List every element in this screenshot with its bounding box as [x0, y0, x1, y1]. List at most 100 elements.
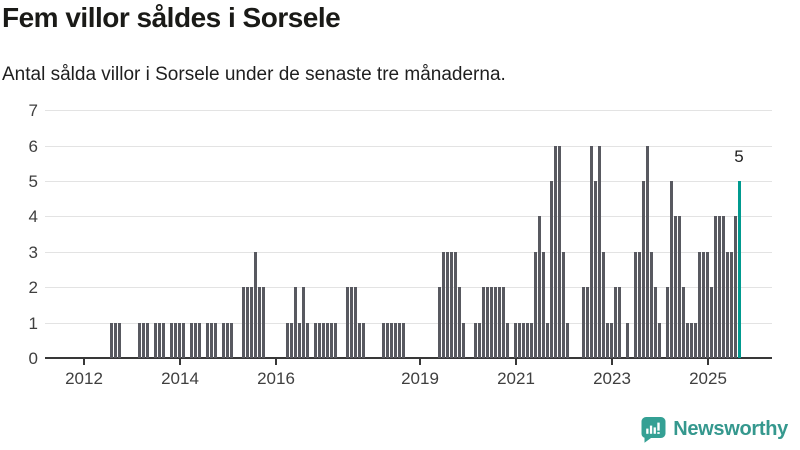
bar-2025-02 [710, 287, 713, 358]
bar-2018-06 [390, 323, 393, 358]
gridline-y1 [45, 323, 772, 324]
bar-2020-07 [490, 287, 493, 358]
gridline-y7 [45, 110, 772, 111]
bar-2016-07 [298, 323, 301, 358]
bar-2025-08 [734, 216, 737, 358]
bar-2021-11 [554, 146, 557, 358]
bar-2019-11 [458, 287, 461, 358]
bar-2018-04 [382, 323, 385, 358]
bar-2021-12 [558, 146, 561, 358]
bar-2017-04 [334, 323, 337, 358]
bar-2014-02 [182, 323, 185, 358]
bar-2019-10 [454, 252, 457, 358]
bar-2021-08 [542, 252, 545, 358]
bar-2016-09 [306, 323, 309, 358]
bar-2013-03 [138, 323, 141, 358]
bar-2024-08 [686, 323, 689, 358]
bar-2013-08 [158, 323, 161, 358]
bar-2013-05 [146, 323, 149, 358]
bar-2021-09 [546, 323, 549, 358]
y-axis-label-6: 6 [28, 137, 38, 156]
bar-2014-12 [222, 323, 225, 358]
x-axis-label-2025: 2025 [689, 369, 727, 388]
bar-2025-04 [718, 216, 721, 358]
newsworthy-bar-chart-speech-bubble-icon [640, 416, 666, 443]
bar-2020-05 [482, 287, 485, 358]
bar-2013-07 [154, 323, 157, 358]
bar-2024-07 [682, 287, 685, 358]
bar-2017-08 [350, 287, 353, 358]
bar-2012-08 [110, 323, 113, 358]
y-axis-label-7: 7 [28, 101, 38, 120]
x-tick-2023 [611, 359, 613, 365]
bar-2020-06 [486, 287, 489, 358]
bar-2017-10 [358, 323, 361, 358]
x-tick-2021 [515, 359, 517, 365]
bar-2019-09 [450, 252, 453, 358]
bar-2016-08 [302, 287, 305, 358]
x-tick-2012 [83, 359, 85, 365]
bar-2019-07 [442, 252, 445, 358]
newsworthy-logo-text: Newsworthy [673, 418, 788, 440]
bar-2024-01 [658, 323, 661, 358]
bar-2014-09 [210, 323, 213, 358]
bar-2022-01 [562, 252, 565, 358]
newsworthy-logo[interactable]: Newsworthy [640, 416, 788, 443]
bar-2014-01 [178, 323, 181, 358]
bar-2022-10 [598, 146, 601, 358]
x-axis-line [45, 357, 772, 359]
bar-2015-05 [242, 287, 245, 358]
gridline-y2 [45, 287, 772, 288]
bar-2014-04 [190, 323, 193, 358]
bar-2020-08 [494, 287, 497, 358]
bar-2023-11 [650, 252, 653, 358]
bar-2024-03 [666, 287, 669, 358]
bar-2022-02 [566, 323, 569, 358]
x-axis-label-2012: 2012 [65, 369, 103, 388]
bar-2021-02 [518, 323, 521, 358]
bar-2024-09 [690, 323, 693, 358]
bar-2015-01 [226, 323, 229, 358]
bar-2023-08 [638, 252, 641, 358]
bar-2018-05 [386, 323, 389, 358]
x-tick-2019 [419, 359, 421, 365]
bar-2025-07 [730, 252, 733, 358]
bar-2021-05 [530, 323, 533, 358]
gridline-y4 [45, 216, 772, 217]
last-value-label: 5 [734, 147, 744, 166]
page-title: Fem villor såldes i Sorsele [2, 2, 341, 33]
bar-2017-02 [326, 323, 329, 358]
bar-2014-05 [194, 323, 197, 358]
bar-2022-07 [586, 287, 589, 358]
bar-2016-05 [290, 323, 293, 358]
bar-2023-02 [614, 287, 617, 358]
bar-2015-08 [254, 252, 257, 358]
bar-2021-06 [534, 252, 537, 358]
bar-2021-10 [550, 181, 553, 358]
chart-subtitle: Antal sålda villor i Sorsele under de se… [2, 64, 506, 85]
highlighted-bar-2025-09 [738, 181, 741, 358]
bar-2021-01 [514, 323, 517, 358]
x-tick-2014 [179, 359, 181, 365]
bar-2013-04 [142, 323, 145, 358]
bar-2021-07 [538, 216, 541, 358]
bar-2016-11 [314, 323, 317, 358]
bar-2024-10 [694, 323, 697, 358]
y-axis-label-2: 2 [28, 278, 38, 297]
bar-2022-08 [590, 146, 593, 358]
bar-2012-10 [118, 323, 121, 358]
bar-2024-11 [698, 252, 701, 358]
bar-2020-04 [478, 323, 481, 358]
bar-2024-06 [678, 216, 681, 358]
bar-2025-06 [726, 252, 729, 358]
bar-2017-11 [362, 323, 365, 358]
bar-2022-09 [594, 181, 597, 358]
bar-2016-04 [286, 323, 289, 358]
bar-2014-06 [198, 323, 201, 358]
bar-2025-05 [722, 216, 725, 358]
bar-2019-06 [438, 287, 441, 358]
bar-2015-09 [258, 287, 261, 358]
bar-2017-01 [322, 323, 325, 358]
